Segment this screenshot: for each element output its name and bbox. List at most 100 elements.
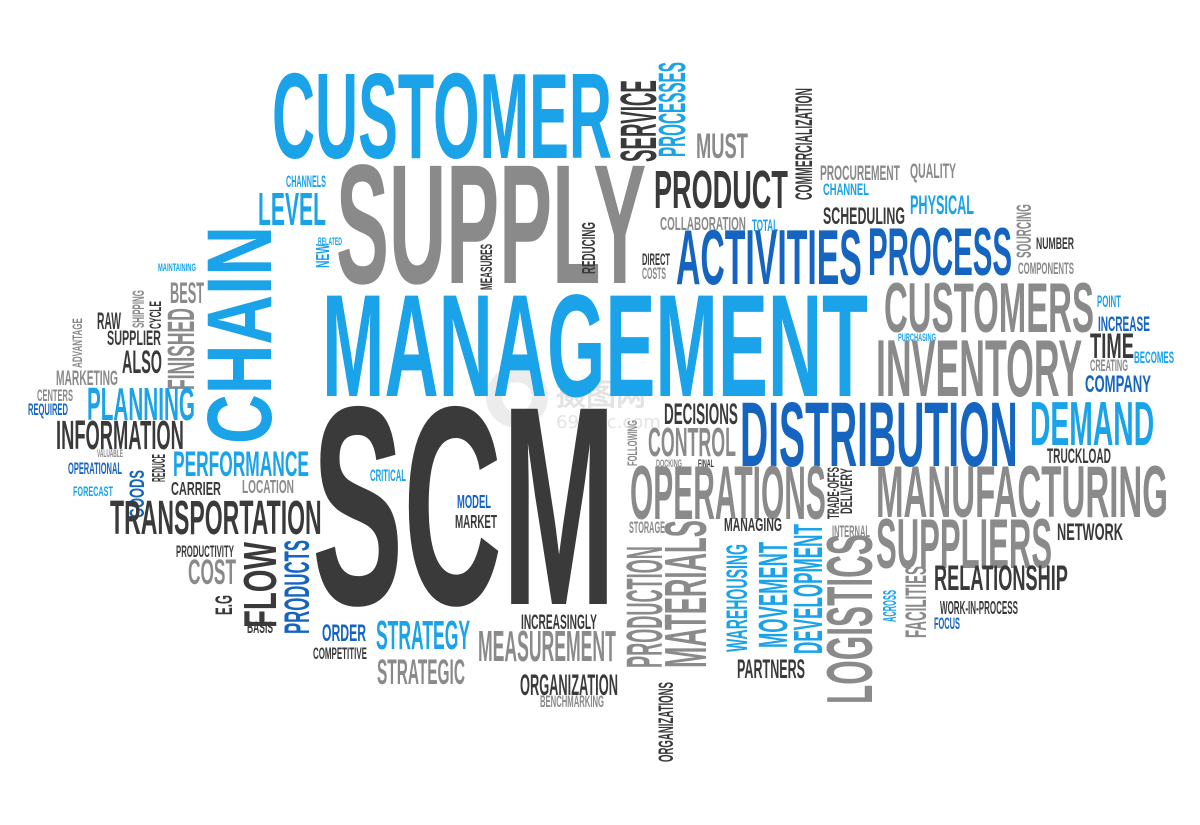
word-cloud-word: MANAGEMENT (322, 264, 868, 428)
word-cloud-word: ACROSS (879, 590, 901, 622)
word-cloud-word: CHANNEL (823, 180, 869, 199)
word-cloud-word: COLLABORATION (660, 213, 746, 235)
word-cloud-word: SUPPLIER (107, 325, 161, 351)
word-cloud-word: FOCUS (934, 614, 960, 633)
word-cloud-word: DELIVERY (837, 468, 856, 514)
word-cloud-word: SHIPPING (129, 290, 148, 328)
word-cloud-word: OPERATIONS (630, 451, 826, 537)
word-cloud-word: MAINTAINING (158, 261, 196, 274)
word-cloud-word: LOCATION (242, 476, 294, 498)
word-cloud-word: CONTROL (648, 418, 736, 465)
word-cloud-word: ADVANTAGE (70, 318, 86, 368)
word-cloud-word: PHYSICAL (910, 190, 974, 221)
word-cloud-word: ORDER (322, 619, 366, 647)
word-cloud-word: PROCESSES (652, 62, 695, 157)
word-cloud-word: PRODUCTIVITY (176, 542, 234, 561)
word-cloud-word: COST (188, 553, 237, 593)
word-cloud-word: CUSTOMER (272, 48, 612, 185)
word-cloud-word: CHAIN (189, 226, 292, 444)
word-cloud-word: BENCHMARKING (540, 692, 605, 711)
word-cloud-word: RELATIONSHIP (934, 559, 1068, 599)
word-cloud-word: BECOMES (1134, 348, 1174, 367)
word-cloud-word: ACTIVITIES (676, 212, 862, 301)
word-cloud-word: QUALITY (910, 158, 956, 184)
word-cloud-word: CUSTOMERS (884, 267, 1094, 347)
word-cloud-word: STRATEGY (376, 611, 471, 658)
word-cloud-word: TRANSPORTATION (110, 490, 322, 545)
word-cloud-word: TOTAL (752, 216, 778, 235)
word-cloud-word: INTERNAL (832, 522, 871, 541)
word-cloud-word: PURCHASING (898, 331, 936, 344)
word-cloud-word: ORGANIZATION (520, 669, 618, 703)
word-cloud-word: WAREHOUSING (721, 543, 755, 652)
word-cloud-word: RELATED (318, 235, 342, 248)
word-cloud-word: PROCUREMENT (820, 160, 900, 186)
word-cloud-word: DECISIONS (664, 398, 738, 432)
word-cloud-word: TRUCKLOAD (1047, 443, 1111, 469)
word-cloud-word: SUPPLIERS (876, 503, 1053, 583)
word-cloud-word: PROCESS (868, 215, 1013, 291)
word-cloud-word: NETWORK (1057, 518, 1123, 546)
word-cloud-word: STRATEGIC (377, 653, 465, 693)
word-cloud-word: PLANNING (87, 378, 195, 431)
word-cloud-word: NUMBER (1036, 234, 1074, 253)
word-cloud-word: MARKETING (56, 365, 119, 391)
word-cloud-word: PERFORMANCE (173, 445, 309, 485)
word-cloud-word: FORECAST (73, 484, 113, 500)
word-cloud-word: TIME (1090, 327, 1134, 367)
word-cloud-word: FINAL (698, 457, 714, 470)
word-cloud-word: MODEL (457, 491, 492, 513)
watermark: 摄图网 699pic.com (486, 360, 716, 440)
word-cloud-word: DIRECT (642, 250, 670, 269)
word-cloud-word: ALSO (122, 343, 162, 380)
word-cloud-word: ORGANIZATIONS (653, 682, 679, 762)
word-cloud-word: MATERIALS (652, 520, 720, 668)
watermark-text: 摄图网 (556, 378, 646, 413)
word-cloud-word: CARRIER (171, 478, 221, 500)
word-cloud-word: COMPONENTS (1018, 259, 1074, 278)
word-cloud-word: VALUABLE (97, 447, 123, 460)
word-cloud-word: BASIS (247, 618, 274, 637)
word-cloud-word: COSTS (642, 264, 667, 283)
word-cloud-word: SOURCING (1011, 204, 1037, 258)
word-cloud-word: INFORMATION (56, 411, 184, 458)
word-cloud-word: CRITICAL (370, 466, 406, 485)
word-cloud-word: CHANNELS (286, 172, 326, 191)
word-cloud-word: BEST (170, 277, 205, 311)
word-cloud-word: CENTERS (37, 386, 74, 405)
word-cloud-word: DEMAND (1030, 389, 1155, 459)
word-cloud-word: COMPETITIVE (313, 644, 367, 663)
word-cloud-word: SCM (312, 348, 616, 666)
word-cloud-word: MARKET (455, 511, 497, 533)
word-cloud-word: MANAGING (724, 514, 782, 536)
word-cloud-word: CREATING (1090, 356, 1128, 375)
word-cloud-word: MUST (696, 127, 748, 167)
word-cloud-word: STORAGE (629, 518, 666, 537)
word-cloud-word: WORK-IN-PROCESS (940, 597, 1018, 619)
word-cloud-word: COMPANY (1085, 370, 1152, 398)
word-cloud-word: REQUIRED (28, 400, 68, 419)
word-cloud-word: MANUFACTURING (876, 451, 1168, 533)
word-cloud-word: COMMERCIALIZATION (790, 88, 818, 200)
word-cloud-word: INCREASE (1098, 311, 1150, 337)
word-cloud-word: DOCKING (656, 457, 682, 470)
word-cloud-word: FACILITIES (900, 566, 934, 638)
watermark-logo-icon (486, 366, 548, 428)
word-cloud-word: MEASUREMENT (478, 623, 616, 672)
word-cloud-word: INCREASINGLY (521, 609, 597, 635)
word-cloud-word: SCHEDULING (823, 202, 905, 230)
word-cloud-word: REDUCE (148, 454, 170, 482)
word-cloud-word: OPERATIONAL (68, 459, 122, 478)
word-cloud-word: DISTRIBUTION (740, 384, 1018, 487)
word-cloud-word: PARTNERS (737, 654, 806, 685)
watermark-url: 699pic.com (556, 412, 661, 433)
word-cloud-word: E.G (210, 595, 238, 615)
word-cloud-word: SUPPLY (336, 129, 647, 320)
word-cloud-word: PRODUCT (654, 159, 788, 220)
word-cloud-word: INVENTORY (876, 324, 1083, 415)
word-cloud-word: RAW (97, 307, 121, 335)
word-cloud-word: LOGISTICS (812, 534, 886, 704)
word-cloud-word: LEVEL (258, 183, 326, 236)
word-cloud-word: PRODUCTS (278, 539, 318, 634)
